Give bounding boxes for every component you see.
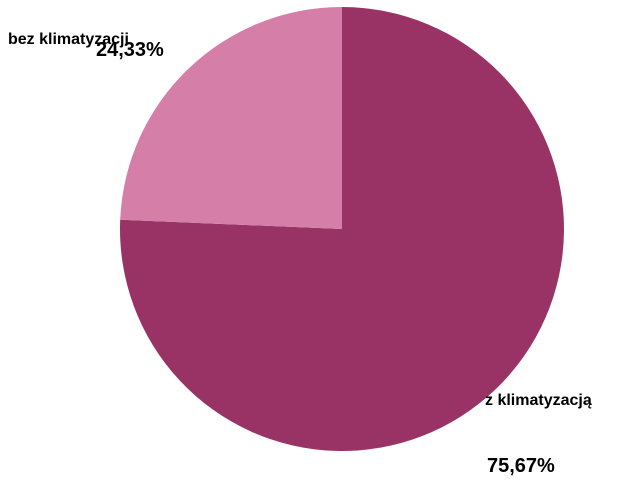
slice-value-z-klimatyzacja: 75,67%: [487, 455, 555, 477]
slice-label-bez-klimatyzacji: bez klimatyzacji: [8, 31, 129, 48]
pie-slice-bez-klimatyzacji: [120, 7, 342, 229]
pie-slices: [119, 7, 565, 451]
slice-value-bez-klimatyzacji: 24,33%: [96, 39, 164, 61]
slice-label-z-klimatyzacja: z klimatyzacją: [485, 392, 592, 409]
